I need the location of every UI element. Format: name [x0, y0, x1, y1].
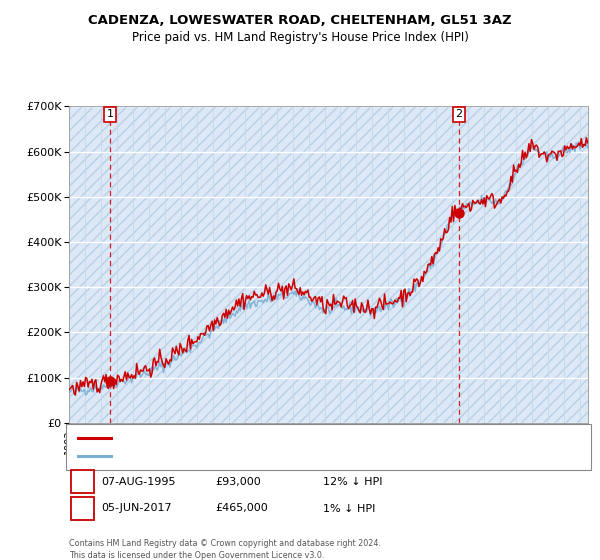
- Text: 12% ↓ HPI: 12% ↓ HPI: [323, 477, 383, 487]
- Text: 1: 1: [107, 109, 114, 119]
- Text: 05-JUN-2017: 05-JUN-2017: [101, 503, 172, 514]
- Text: 1: 1: [79, 475, 86, 488]
- Text: CADENZA, LOWESWATER ROAD, CHELTENHAM, GL51 3AZ (detached house): CADENZA, LOWESWATER ROAD, CHELTENHAM, GL…: [118, 433, 488, 443]
- Text: 1% ↓ HPI: 1% ↓ HPI: [323, 503, 376, 514]
- Text: CADENZA, LOWESWATER ROAD, CHELTENHAM, GL51 3AZ: CADENZA, LOWESWATER ROAD, CHELTENHAM, GL…: [88, 14, 512, 27]
- Text: £465,000: £465,000: [215, 503, 268, 514]
- Text: Price paid vs. HM Land Registry's House Price Index (HPI): Price paid vs. HM Land Registry's House …: [131, 31, 469, 44]
- Text: 2: 2: [455, 109, 463, 119]
- Text: £93,000: £93,000: [215, 477, 261, 487]
- Text: HPI: Average price, detached house, Cheltenham: HPI: Average price, detached house, Chel…: [118, 451, 359, 461]
- Text: Contains HM Land Registry data © Crown copyright and database right 2024.
This d: Contains HM Land Registry data © Crown c…: [69, 539, 381, 559]
- Text: 07-AUG-1995: 07-AUG-1995: [101, 477, 176, 487]
- Text: 2: 2: [79, 502, 86, 515]
